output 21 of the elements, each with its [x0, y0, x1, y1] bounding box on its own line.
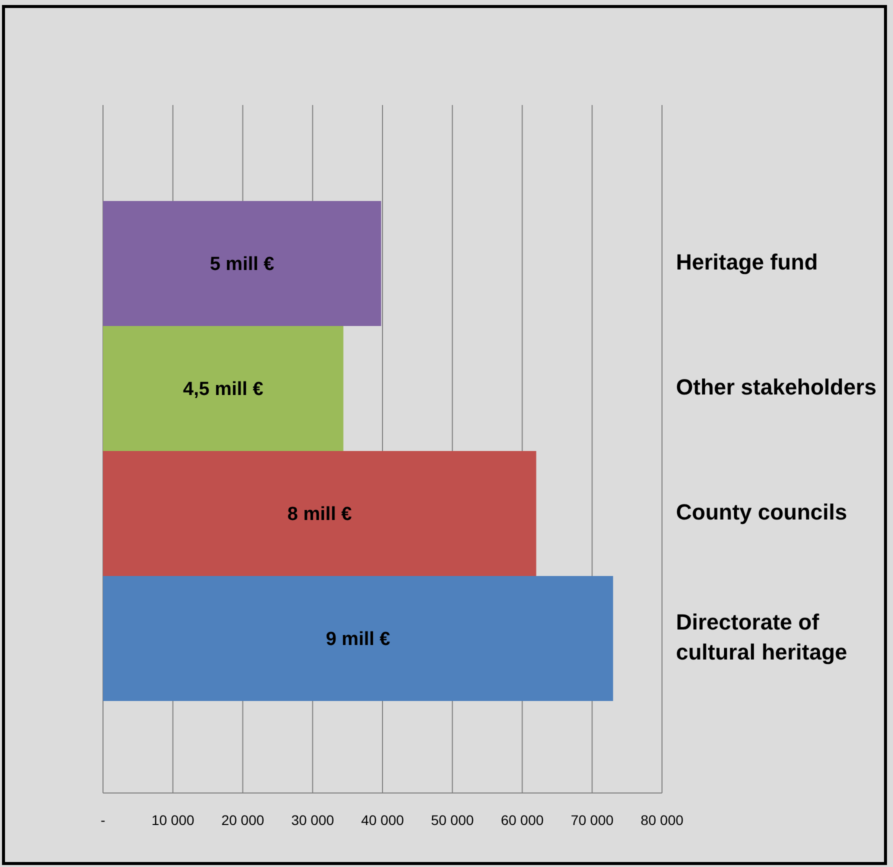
bar: [103, 451, 536, 576]
annotation: 9 mill €: [326, 629, 391, 650]
x-tick-label: 20 000: [221, 812, 264, 828]
bar: [103, 576, 614, 701]
annotation: 8 mill €: [287, 504, 352, 526]
bar: [103, 326, 344, 451]
x-tick-label: 10 000: [151, 812, 194, 828]
y-tick-label: Directorate of cultural heritage: [676, 609, 848, 664]
y-tick-label: Other stakeholders: [676, 374, 877, 400]
x-tick-label: 70 000: [570, 812, 614, 828]
x-tick-label: -: [100, 812, 106, 828]
y-tick-label: Heritage fund: [676, 249, 818, 274]
x-tick-label: 60 000: [500, 812, 544, 828]
x-tick-label: 30 000: [291, 812, 334, 828]
x-tick-label: 80 000: [640, 812, 684, 828]
annotation: 4,5 mill €: [183, 379, 264, 400]
x-tick-label: 40 000: [361, 812, 404, 828]
x-tick-label: 50 000: [430, 812, 474, 828]
bar: [103, 201, 382, 326]
annotation: 5 mill €: [210, 254, 275, 276]
y-tick-label: County councils: [676, 499, 848, 524]
